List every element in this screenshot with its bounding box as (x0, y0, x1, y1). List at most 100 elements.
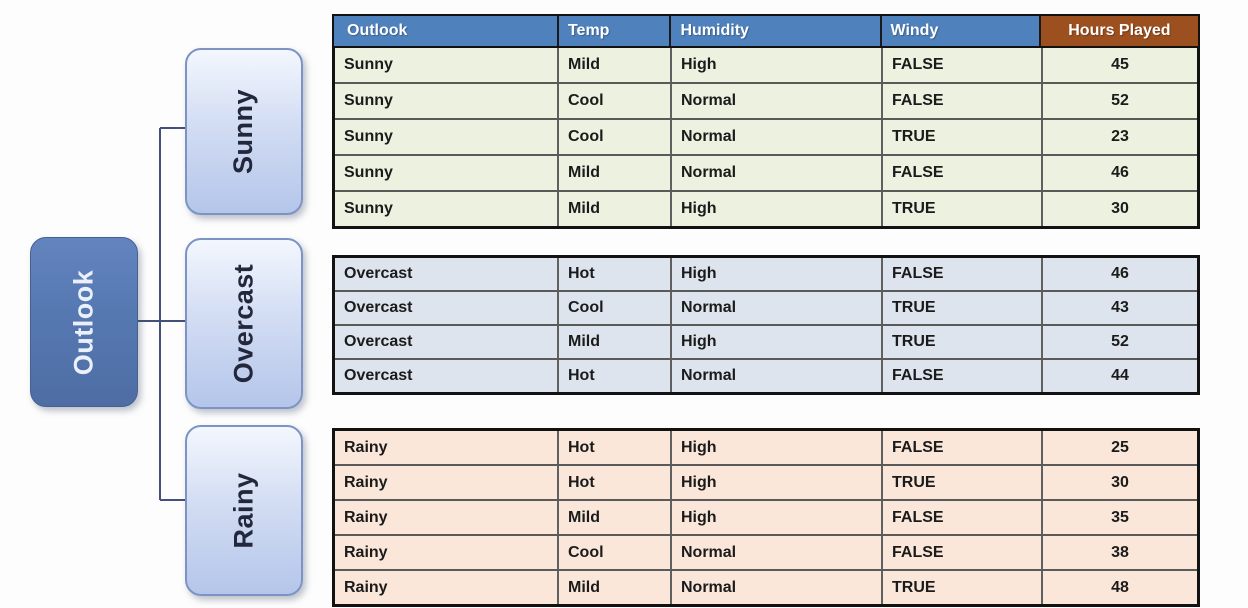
cell-outlook: Overcast (344, 265, 413, 282)
table-row: Overcast Hot High FALSE 46 (335, 258, 1197, 292)
tree-node-sunny-label: Sunny (228, 88, 259, 175)
cell-humidity: Normal (670, 120, 881, 154)
cell-temp: Cool (557, 84, 670, 118)
table-row: Rainy Mild Normal TRUE 48 (335, 571, 1197, 604)
cell-outlook: Sunny (344, 128, 393, 145)
tree-node-overcast-label: Overcast (228, 263, 259, 384)
cell-hours-played: 43 (1041, 292, 1197, 324)
cell-outlook: Overcast (344, 333, 413, 350)
cell-hours-played: 52 (1041, 84, 1197, 118)
cell-windy: FALSE (881, 431, 1041, 464)
table-row: Overcast Hot Normal FALSE 44 (335, 360, 1197, 392)
cell-hours-played: 48 (1041, 571, 1197, 604)
cell-outlook: Sunny (344, 164, 393, 181)
cell-outlook: Rainy (344, 543, 388, 561)
cell-windy: FALSE (881, 536, 1041, 569)
cell-windy: FALSE (881, 48, 1041, 82)
cell-humidity: Normal (670, 292, 881, 324)
cell-temp: Cool (557, 120, 670, 154)
cell-windy: FALSE (881, 156, 1041, 190)
table-row: Sunny Mild High TRUE 30 (335, 192, 1197, 226)
table-group-rainy: Rainy Hot High FALSE 25 Rainy Hot High TRUE 30 Rai… (332, 428, 1200, 607)
tree-node-outlook-label: Outlook (68, 269, 99, 375)
table-row: Sunny Mild High FALSE 45 (335, 48, 1197, 84)
cell-hours-played: 46 (1041, 156, 1197, 190)
cell-temp: Hot (557, 360, 670, 392)
tree-node-rainy: Rainy (185, 425, 303, 596)
cell-outlook: Sunny (344, 200, 393, 217)
tree-node-sunny: Sunny (185, 48, 303, 215)
cell-outlook: Sunny (344, 56, 393, 73)
table-row: Sunny Cool Normal TRUE 23 (335, 120, 1197, 156)
cell-hours-played: 52 (1041, 326, 1197, 358)
cell-temp: Mild (557, 326, 670, 358)
cell-temp: Hot (557, 431, 670, 464)
cell-humidity: Normal (670, 360, 881, 392)
cell-hours-played: 46 (1041, 258, 1197, 290)
header-cell-windy: Windy (879, 16, 1039, 46)
cell-hours-played: 44 (1041, 360, 1197, 392)
cell-outlook: Rainy (344, 578, 388, 596)
cell-humidity: Normal (670, 571, 881, 604)
table-group-sunny: Sunny Mild High FALSE 45 Sunny Cool Normal FALSE… (332, 48, 1200, 229)
cell-temp: Hot (557, 258, 670, 290)
cell-hours-played: 45 (1041, 48, 1197, 82)
cell-windy: FALSE (881, 360, 1041, 392)
cell-temp: Cool (557, 292, 670, 324)
cell-temp: Mild (557, 501, 670, 534)
cell-outlook: Rainy (344, 508, 388, 526)
cell-windy: FALSE (881, 84, 1041, 118)
cell-windy: TRUE (881, 571, 1041, 604)
table-group-overcast: Overcast Hot High FALSE 46 Overcast Cool Normal… (332, 255, 1200, 395)
cell-humidity: High (670, 431, 881, 464)
cell-humidity: Normal (670, 84, 881, 118)
table-row: Rainy Mild High FALSE 35 (335, 501, 1197, 536)
cell-windy: TRUE (881, 326, 1041, 358)
cell-windy: FALSE (881, 258, 1041, 290)
cell-temp: Mild (557, 48, 670, 82)
cell-hours-played: 30 (1041, 466, 1197, 499)
table-row: Rainy Hot High TRUE 30 (335, 466, 1197, 501)
cell-hours-played: 38 (1041, 536, 1197, 569)
cell-outlook: Sunny (344, 92, 393, 109)
table-row: Rainy Cool Normal FALSE 38 (335, 536, 1197, 571)
tree-node-outlook: Outlook (30, 237, 138, 407)
cell-windy: TRUE (881, 292, 1041, 324)
cell-temp: Hot (557, 466, 670, 499)
header-cell-hours-played: Hours Played (1038, 16, 1198, 46)
cell-outlook: Overcast (344, 299, 413, 316)
cell-humidity: High (670, 192, 881, 226)
cell-humidity: Normal (670, 536, 881, 569)
table-row: Sunny Cool Normal FALSE 52 (335, 84, 1197, 120)
cell-temp: Mild (557, 571, 670, 604)
cell-windy: TRUE (881, 192, 1041, 226)
cell-temp: Mild (557, 156, 670, 190)
cell-hours-played: 25 (1041, 431, 1197, 464)
table-row: Overcast Cool Normal TRUE 43 (335, 292, 1197, 326)
cell-outlook: Rainy (344, 438, 388, 456)
cell-temp: Mild (557, 192, 670, 226)
cell-hours-played: 30 (1041, 192, 1197, 226)
tree-node-rainy-label: Rainy (228, 472, 259, 549)
cell-outlook: Rainy (344, 473, 388, 491)
cell-hours-played: 23 (1041, 120, 1197, 154)
header-cell-outlook: Outlook (334, 16, 557, 46)
cell-humidity: High (670, 48, 881, 82)
cell-windy: TRUE (881, 120, 1041, 154)
cell-humidity: High (670, 258, 881, 290)
table-row: Sunny Mild Normal FALSE 46 (335, 156, 1197, 192)
cell-outlook: Overcast (344, 367, 413, 384)
cell-humidity: Normal (670, 156, 881, 190)
cell-humidity: High (670, 466, 881, 499)
header-cell-humidity: Humidity (669, 16, 880, 46)
cell-hours-played: 35 (1041, 501, 1197, 534)
table-row: Rainy Hot High FALSE 25 (335, 431, 1197, 466)
cell-temp: Cool (557, 536, 670, 569)
cell-windy: FALSE (881, 501, 1041, 534)
cell-windy: TRUE (881, 466, 1041, 499)
cell-humidity: High (670, 501, 881, 534)
table-row: Overcast Mild High TRUE 52 (335, 326, 1197, 360)
cell-humidity: High (670, 326, 881, 358)
header-cell-temp: Temp (556, 16, 670, 46)
